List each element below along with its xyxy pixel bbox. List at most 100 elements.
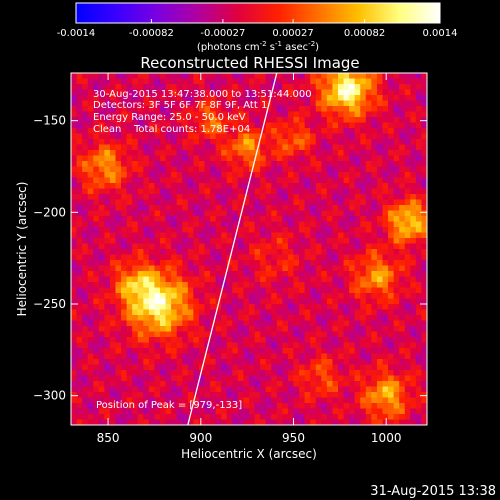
heatmap-cell (421, 183, 427, 189)
heatmap-cell (265, 309, 272, 316)
heatmap-cell (126, 298, 133, 305)
heatmap-cell (299, 95, 306, 101)
heatmap-cell (282, 188, 289, 195)
heatmap-cell (148, 370, 155, 376)
heatmap-cell (187, 155, 194, 162)
heatmap-cell (210, 326, 217, 332)
heatmap-cell (343, 84, 350, 90)
heatmap-cell (115, 375, 122, 382)
heatmap-cell (282, 177, 289, 184)
heatmap-cell (193, 188, 200, 195)
heatmap-cell (154, 227, 161, 233)
heatmap-cell (198, 188, 205, 195)
heatmap-cell (215, 359, 222, 365)
heatmap-cell (165, 188, 172, 195)
heatmap-cell (343, 95, 350, 101)
heatmap-cell (93, 414, 100, 420)
heatmap-cell (332, 271, 339, 277)
heatmap-cell (143, 95, 150, 101)
heatmap-cell (237, 117, 244, 123)
heatmap-cell (132, 375, 139, 382)
heatmap-cell (249, 199, 255, 206)
colorbar-tick-label: 0.00027 (272, 28, 313, 39)
heatmap-cell (121, 381, 128, 387)
heatmap-cell (388, 271, 395, 277)
heatmap-cell (104, 199, 111, 206)
heatmap-cell (254, 408, 261, 415)
heatmap-cell (293, 106, 300, 112)
heatmap-cell (343, 139, 350, 145)
heatmap-cell (232, 188, 239, 195)
heatmap-cell (109, 375, 116, 382)
heatmap-cell (365, 403, 372, 409)
heatmap-cell (154, 150, 161, 156)
heatmap-cell (265, 128, 272, 134)
heatmap-cell (415, 260, 422, 266)
heatmap-cell (82, 199, 89, 206)
heatmap-cell (193, 271, 200, 277)
heatmap-cell (393, 397, 400, 404)
heatmap-image (71, 73, 427, 425)
heatmap-cell (299, 100, 306, 107)
heatmap-cell (338, 216, 344, 222)
heatmap-cell (104, 106, 111, 112)
heatmap-cell (171, 188, 178, 195)
heatmap-cell (182, 331, 189, 338)
heatmap-cell (388, 161, 395, 167)
heatmap-cell (343, 144, 350, 151)
heatmap-cell (271, 348, 278, 354)
heatmap-cell (365, 199, 372, 206)
heatmap-cell (260, 326, 267, 332)
heatmap-cell (287, 172, 294, 178)
heatmap-cell (210, 408, 217, 415)
heatmap-cell (154, 177, 161, 184)
heatmap-cell (393, 265, 400, 272)
heatmap-cell (71, 89, 77, 96)
heatmap-cell (293, 133, 300, 140)
heatmap-cell (126, 348, 133, 354)
heatmap-cell (243, 78, 250, 85)
heatmap-cell (365, 342, 372, 349)
heatmap-cell (126, 419, 133, 425)
heatmap-cell (137, 199, 144, 206)
heatmap-cell (376, 249, 383, 255)
heatmap-cell (109, 221, 116, 228)
heatmap-cell (221, 342, 228, 349)
heatmap-cell (393, 227, 400, 233)
heatmap-cell (249, 183, 255, 189)
heatmap-cell (115, 304, 122, 310)
heatmap-cell (393, 348, 400, 354)
heatmap-cell (371, 353, 378, 360)
heatmap-cell (160, 419, 166, 425)
heatmap-cell (237, 254, 244, 261)
heatmap-cell (121, 73, 128, 79)
heatmap-cell (371, 381, 378, 387)
heatmap-cell (165, 183, 172, 189)
heatmap-cell (260, 106, 267, 112)
heatmap-cell (87, 183, 94, 189)
heatmap-cell (109, 73, 116, 79)
heatmap-cell (93, 216, 100, 222)
heatmap-cell (410, 188, 417, 195)
heatmap-cell (365, 84, 372, 90)
heatmap-cell (109, 133, 116, 140)
heatmap-cell (338, 276, 344, 283)
heatmap-cell (404, 359, 411, 365)
heatmap-cell (365, 287, 372, 294)
heatmap-cell (376, 414, 383, 420)
heatmap-cell (421, 106, 427, 112)
heatmap-cell (126, 128, 133, 134)
heatmap-cell (71, 375, 77, 382)
heatmap-cell (410, 227, 417, 233)
heatmap-cell (271, 95, 278, 101)
heatmap-cell (204, 122, 211, 129)
heatmap-cell (287, 78, 294, 85)
heatmap-cell (221, 348, 228, 354)
heatmap-cell (399, 78, 406, 85)
heatmap-cell (93, 188, 100, 195)
heatmap-cell (104, 238, 111, 244)
heatmap-cell (410, 315, 417, 321)
heatmap-cell (148, 293, 155, 299)
heatmap-cell (349, 414, 356, 420)
heatmap-cell (338, 95, 344, 101)
